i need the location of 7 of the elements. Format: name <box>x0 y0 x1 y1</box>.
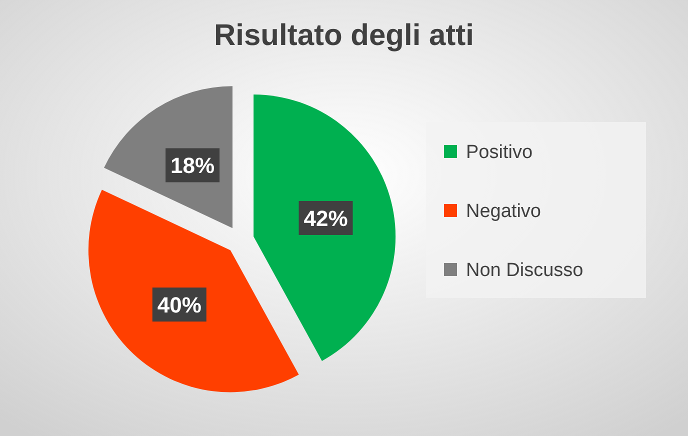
data-label: 18% <box>170 153 215 178</box>
legend-label: Positivo <box>466 142 533 163</box>
data-label: 40% <box>157 292 202 318</box>
legend-label: Non Discusso <box>466 260 584 281</box>
legend-label: Negativo <box>466 201 541 222</box>
data-label: 42% <box>304 206 348 231</box>
chart-title: Risultato degli atti <box>214 19 474 52</box>
